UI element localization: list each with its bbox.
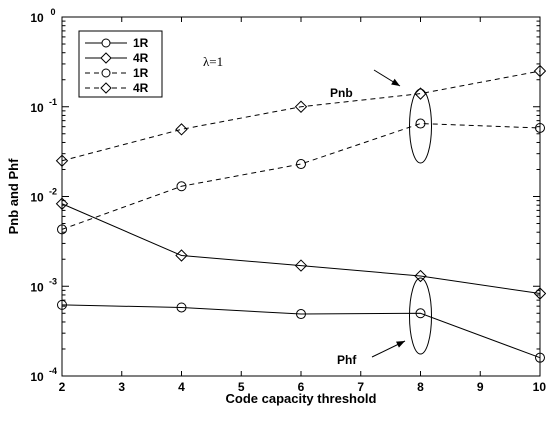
- series-3-point-5: [535, 122, 545, 133]
- series-3-point-2: [176, 181, 187, 192]
- y-tick-label: 10: [30, 191, 44, 205]
- phf-ellipse: [409, 277, 432, 355]
- pnb-arrow-head: [391, 78, 400, 86]
- series-line-3: [61, 123, 541, 230]
- x-tick-label: 3: [118, 380, 125, 394]
- series-4-point-3: [294, 100, 308, 113]
- series-line-4: [61, 70, 541, 162]
- series-1-point-3: [296, 309, 306, 320]
- series-4-point-1: [55, 154, 69, 167]
- pnb-annotation: Pnb: [330, 86, 353, 100]
- series-2-point-4: [414, 269, 427, 283]
- x-tick-label: 2: [59, 380, 66, 394]
- legend-box: [78, 30, 163, 98]
- series-2-point-5: [533, 287, 546, 300]
- y-tick-exponent: -1: [49, 97, 57, 107]
- legend-marker-3: [101, 68, 111, 78]
- x-axis-title: Code capacity threshold: [226, 391, 377, 406]
- series-2-point-3: [294, 259, 308, 272]
- series-1-point-5: [535, 352, 545, 363]
- pnb-ellipse: [409, 88, 432, 164]
- lambda-annotation: λ=1: [203, 54, 223, 69]
- y-tick-label: 10: [30, 370, 44, 384]
- y-tick-exponent: -2: [49, 187, 57, 197]
- series-4-point-5: [533, 64, 546, 78]
- legend-label-4: 4R: [133, 81, 149, 95]
- series-3-point-1: [57, 224, 67, 235]
- y-tick-label: 10: [30, 11, 44, 25]
- x-tick-label: 8: [417, 380, 424, 394]
- legend-label-2: 4R: [133, 51, 149, 65]
- x-tick-label: 6: [298, 380, 305, 394]
- series-line-2: [61, 203, 541, 295]
- legend-marker-2: [100, 52, 112, 64]
- legend-label-3: 1R: [133, 66, 149, 80]
- series-1-point-1: [57, 299, 67, 310]
- series-4-point-4: [414, 87, 427, 100]
- series-3-point-3: [296, 159, 306, 170]
- series-2-point-2: [175, 249, 188, 262]
- x-tick-label: 10: [533, 380, 546, 394]
- y-tick-exponent: -4: [49, 366, 57, 376]
- y-tick-label: 10: [30, 280, 44, 294]
- y-tick-exponent: -3: [49, 276, 57, 286]
- legend-label-1: 1R: [133, 36, 149, 50]
- series-3-point-4: [415, 118, 426, 129]
- series-1-point-2: [176, 302, 187, 313]
- x-tick-label: 9: [477, 380, 484, 394]
- series-line-1: [61, 304, 541, 359]
- y-tick-exponent: 0: [50, 7, 55, 17]
- phf-arrow-head: [396, 341, 405, 348]
- series-2-point-1: [55, 197, 69, 210]
- phf-annotation: Phf: [337, 353, 357, 367]
- y-tick-label: 10: [30, 101, 44, 115]
- x-tick-label: 7: [357, 380, 364, 394]
- x-tick-label: 4: [178, 380, 185, 394]
- y-axis-title: Pnb and Phf: [6, 158, 21, 235]
- x-tick-label: 5: [238, 380, 245, 394]
- series-4-point-2: [175, 123, 188, 136]
- legend-marker-4: [100, 82, 112, 94]
- series-1-point-4: [415, 308, 426, 319]
- legend-marker-1: [101, 38, 111, 48]
